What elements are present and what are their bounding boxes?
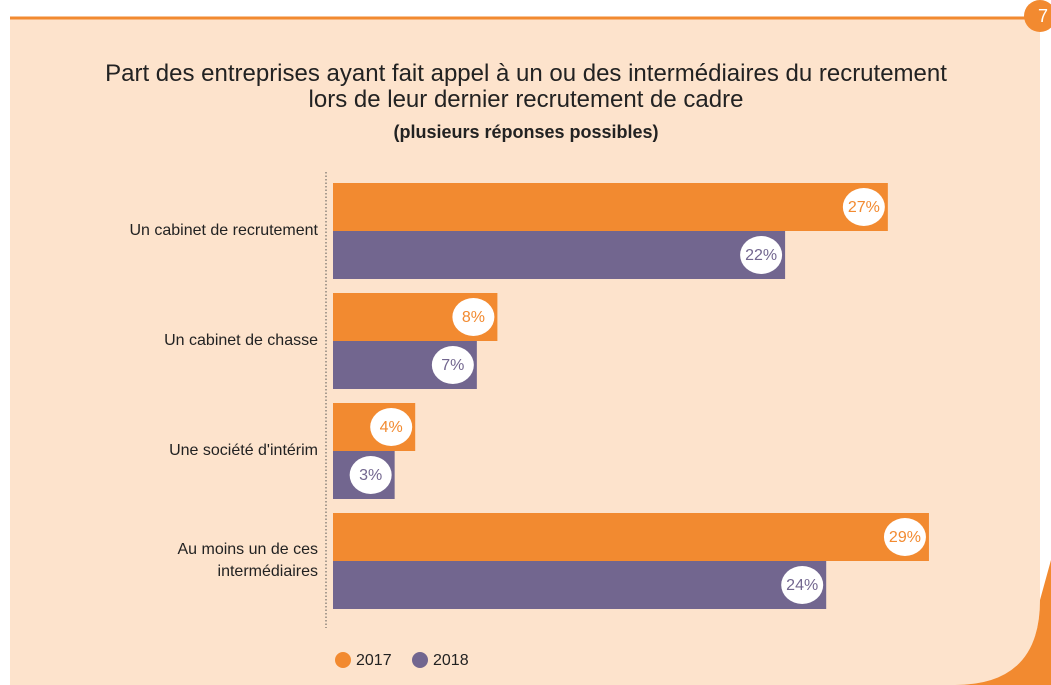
value-badge bbox=[740, 236, 783, 274]
chart-subtitle: (plusieurs réponses possibles) bbox=[393, 122, 658, 142]
bar bbox=[333, 231, 786, 279]
legend-label: 2018 bbox=[433, 652, 469, 669]
page-number: 7 bbox=[1038, 6, 1048, 26]
legend-swatch bbox=[335, 652, 351, 668]
value-badge bbox=[452, 298, 495, 336]
legend-label: 2017 bbox=[356, 652, 392, 669]
value-badge bbox=[781, 566, 824, 604]
value-label: 29% bbox=[889, 529, 921, 546]
category-label: Un cabinet de chasse bbox=[164, 332, 318, 349]
value-label: 22% bbox=[745, 247, 777, 264]
value-badge bbox=[883, 518, 926, 556]
category-label: Un cabinet de recrutement bbox=[129, 222, 318, 239]
value-badge bbox=[842, 188, 885, 226]
value-label: 4% bbox=[380, 419, 403, 436]
page-badge bbox=[1024, 0, 1051, 32]
bar bbox=[333, 561, 827, 609]
value-badge bbox=[431, 346, 474, 384]
value-label: 8% bbox=[462, 309, 485, 326]
value-label: 24% bbox=[786, 577, 818, 594]
legend-swatch bbox=[412, 652, 428, 668]
category-label: Au moins un de ces intermédiaires bbox=[177, 541, 318, 580]
value-badge bbox=[349, 456, 392, 494]
bar bbox=[333, 183, 888, 231]
value-badge bbox=[370, 408, 413, 446]
chart-title: Part des entreprises ayant fait appel à … bbox=[105, 60, 947, 113]
value-label: 7% bbox=[441, 357, 464, 374]
value-label: 3% bbox=[359, 467, 382, 484]
bar bbox=[333, 513, 929, 561]
value-label: 27% bbox=[848, 199, 880, 216]
category-label: Une société d'intérim bbox=[169, 442, 318, 459]
corner bbox=[955, 560, 1051, 685]
